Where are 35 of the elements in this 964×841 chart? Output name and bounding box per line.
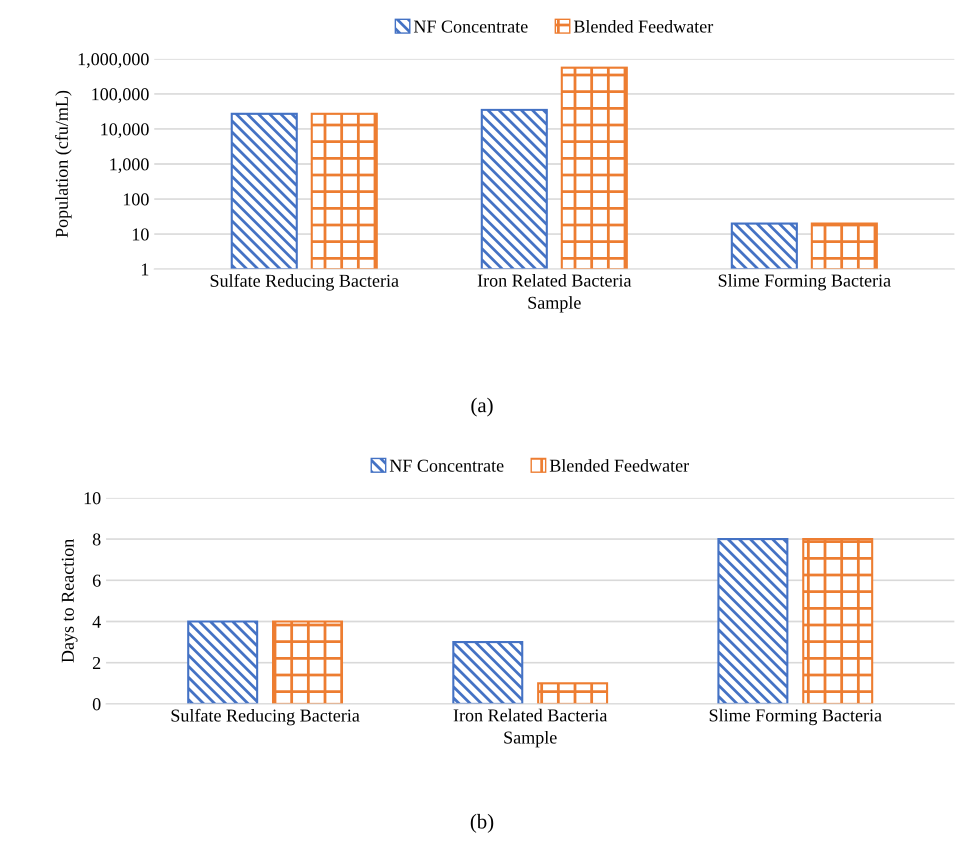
bar: [452, 641, 524, 704]
bar: [272, 620, 344, 704]
x-tick-label: Sulfate Reducing Bacteria: [210, 274, 399, 291]
bar: [802, 538, 874, 704]
legend-label: NF Concentrate: [414, 20, 528, 33]
bar: [717, 538, 788, 704]
x-tick-label: Slime Forming Bacteria: [718, 274, 891, 290]
y-tick-label: 10: [84, 492, 100, 504]
y-tick-label: 10,000: [101, 123, 149, 138]
x-axis-title: Sample: [504, 730, 557, 748]
x-tick-label: Iron Related Bacteria: [454, 708, 608, 722]
y-tick-label: 4: [92, 616, 101, 628]
y-axis-title: Days to Reaction: [62, 538, 78, 663]
y-tick-label: 10: [132, 228, 149, 241]
text: (a): [471, 398, 493, 417]
x-tick-label: Slime Forming Bacteria: [710, 708, 882, 726]
y-tick-label: 6: [92, 574, 101, 587]
y-tick-label: 100: [124, 193, 149, 206]
legend-label: Blended Feedwater: [574, 20, 714, 33]
y-tick-label: 2: [92, 657, 100, 669]
y-tick-label: 1: [142, 263, 148, 276]
y-tick-label: 1,000,000: [78, 53, 149, 68]
x-axis-title: Sample: [528, 296, 581, 313]
y-tick-label: 1,000: [110, 158, 149, 174]
x-tick-label: Sulfate Reducing Bacteria: [172, 708, 360, 726]
y-axis-title: Population (cfu/mL): [55, 90, 72, 238]
legend-label: NF Concentrate: [390, 460, 504, 472]
legend-label: Blended Feedwater: [550, 459, 689, 472]
x-tick-label: Iron Related Bacteria: [478, 274, 632, 287]
y-tick-label: 8: [92, 533, 100, 546]
text: (b): [470, 814, 494, 833]
bar: [537, 682, 608, 704]
y-tick-label: 0: [92, 698, 100, 710]
y-tick-label: 100,000: [92, 88, 149, 103]
bar: [187, 620, 258, 704]
